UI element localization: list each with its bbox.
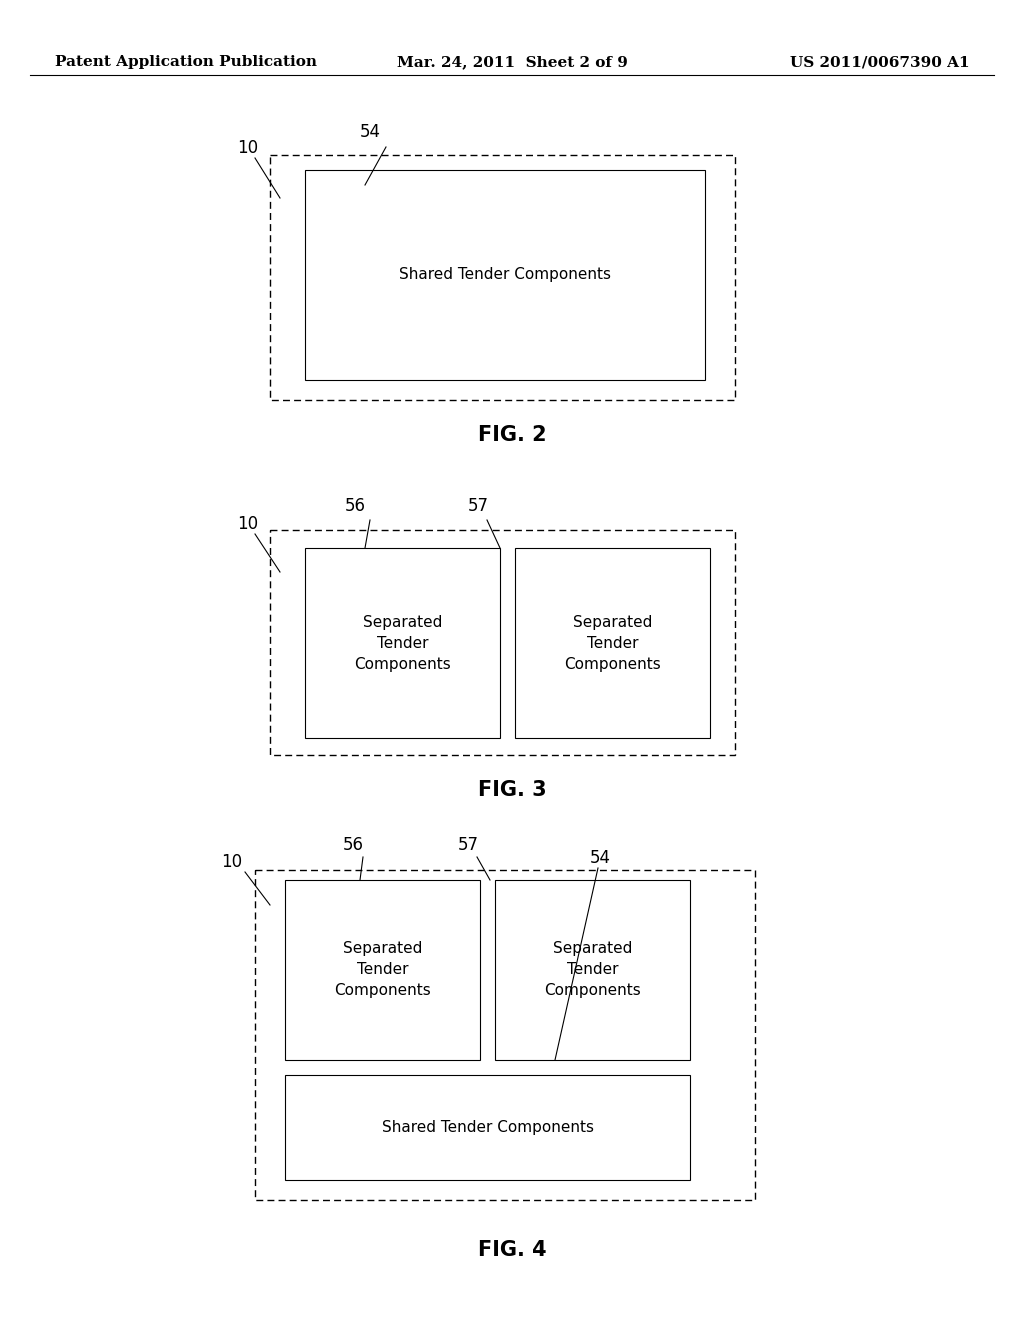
Text: Separated
Tender
Components: Separated Tender Components (354, 615, 451, 672)
Text: FIG. 3: FIG. 3 (477, 780, 547, 800)
Text: Mar. 24, 2011  Sheet 2 of 9: Mar. 24, 2011 Sheet 2 of 9 (396, 55, 628, 69)
Bar (255, 870, 755, 1200)
Text: US 2011/0067390 A1: US 2011/0067390 A1 (791, 55, 970, 69)
Text: 54: 54 (590, 849, 610, 867)
Bar (515, 548, 710, 738)
Text: Shared Tender Components: Shared Tender Components (399, 268, 611, 282)
Text: 10: 10 (238, 139, 259, 157)
Text: 56: 56 (342, 836, 364, 854)
Text: FIG. 4: FIG. 4 (477, 1239, 547, 1261)
Bar (270, 154, 735, 400)
Text: Patent Application Publication: Patent Application Publication (55, 55, 317, 69)
Text: 10: 10 (221, 853, 243, 871)
Text: Shared Tender Components: Shared Tender Components (382, 1119, 594, 1135)
Text: 57: 57 (468, 498, 488, 515)
Text: 10: 10 (238, 515, 259, 533)
Bar (305, 170, 705, 380)
Text: 56: 56 (344, 498, 366, 515)
Bar (495, 880, 690, 1060)
Text: 54: 54 (359, 123, 381, 141)
Text: Separated
Tender
Components: Separated Tender Components (564, 615, 660, 672)
Text: 57: 57 (458, 836, 478, 854)
Text: Separated
Tender
Components: Separated Tender Components (544, 941, 641, 998)
Text: FIG. 2: FIG. 2 (477, 425, 547, 445)
Bar (285, 880, 480, 1060)
Text: Separated
Tender
Components: Separated Tender Components (334, 941, 431, 998)
Bar (285, 1074, 690, 1180)
Bar (305, 548, 500, 738)
Bar (270, 531, 735, 755)
